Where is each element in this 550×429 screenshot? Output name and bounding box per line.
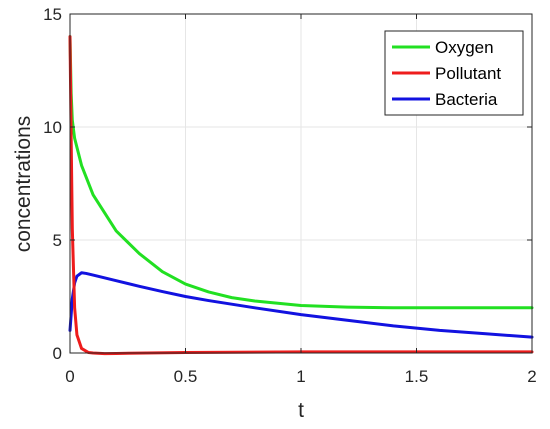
- legend: Oxygen Pollutant Bacteria: [384, 30, 524, 116]
- y-tick-label: 5: [53, 231, 62, 250]
- y-axis-label: concentrations: [12, 116, 35, 253]
- legend-label-pollutant: Pollutant: [435, 64, 501, 83]
- series-line-bacteria: [68, 271, 534, 339]
- x-tick-label: 2: [527, 367, 536, 386]
- x-tick-label: 1.5: [405, 367, 429, 386]
- x-tick-label: 0: [65, 367, 74, 386]
- x-axis-label: t: [298, 399, 304, 422]
- y-tick-label: 15: [43, 5, 62, 24]
- x-tick-label: 1: [296, 367, 305, 386]
- axis-ticks: 0 0.5 1 1.5 2 0 5 10 15: [43, 5, 537, 386]
- legend-label-bacteria: Bacteria: [435, 90, 498, 109]
- x-tick-label: 0.5: [174, 367, 198, 386]
- y-tick-label: 0: [53, 344, 62, 363]
- series-line-oxygen: [68, 35, 534, 310]
- legend-label-oxygen: Oxygen: [435, 38, 494, 57]
- y-tick-label: 10: [43, 118, 62, 137]
